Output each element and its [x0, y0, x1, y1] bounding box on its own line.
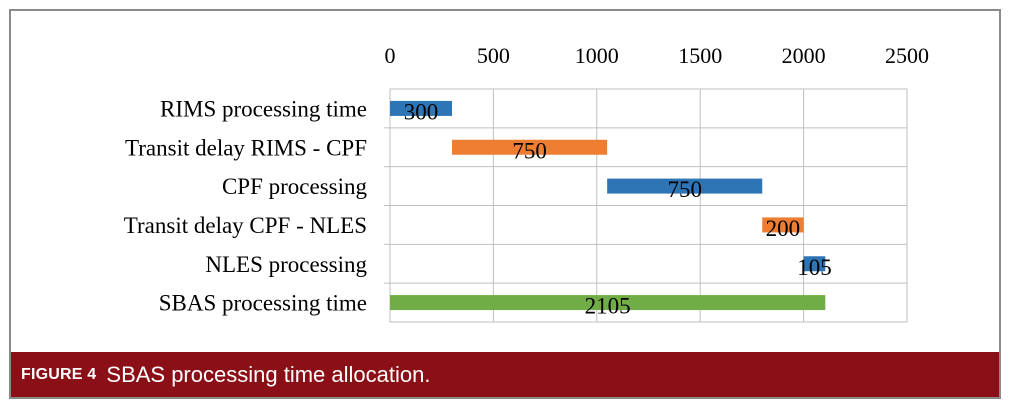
- figure-frame: 0 500 1000 1500 2000 2500 RIMS processing tim…: [9, 9, 1001, 399]
- data-label: 200: [766, 216, 801, 241]
- chart: 0 500 1000 1500 2000 2500 RIMS processing tim…: [124, 43, 930, 323]
- data-label: 750: [512, 138, 547, 163]
- category-label: CPF processing: [222, 174, 368, 199]
- category-label: RIMS processing time: [160, 96, 367, 121]
- category-label: SBAS processing time: [159, 291, 367, 316]
- x-tick-label: 500: [477, 43, 510, 68]
- x-tick-label: 2500: [885, 43, 929, 68]
- figure-caption: SBAS processing time allocation.: [106, 361, 431, 387]
- data-label: 105: [797, 255, 832, 280]
- bar: [803, 256, 826, 272]
- category-layer: RIMS processing time Transit delay RIMS -…: [124, 96, 368, 315]
- category-label: NLES processing: [205, 252, 367, 277]
- data-label: 300: [404, 99, 439, 124]
- x-tick-label: 1500: [678, 43, 722, 68]
- bar: [452, 139, 608, 155]
- figure-label: FIGURE 4: [21, 365, 97, 383]
- bar-layer: [390, 100, 826, 311]
- data-label: 750: [667, 177, 702, 202]
- data-label: 2105: [585, 294, 631, 319]
- category-label: Transit delay RIMS - CPF: [125, 135, 367, 160]
- caption-bar: FIGURE 4 SBAS processing time allocation…: [11, 352, 999, 397]
- x-tick-label: 0: [385, 43, 396, 68]
- bar: [390, 100, 453, 116]
- grid-layer: [384, 88, 908, 323]
- data-label-layer: 300 750 750 200 105 2105: [404, 99, 832, 318]
- bar: [390, 295, 826, 311]
- category-label: Transit delay CPF - NLES: [124, 213, 367, 238]
- x-tick-label: 2000: [782, 43, 826, 68]
- tick-layer: 0 500 1000 1500 2000 2500: [385, 43, 930, 68]
- x-tick-label: 1000: [575, 43, 619, 68]
- bar: [762, 217, 804, 233]
- bar: [607, 178, 763, 194]
